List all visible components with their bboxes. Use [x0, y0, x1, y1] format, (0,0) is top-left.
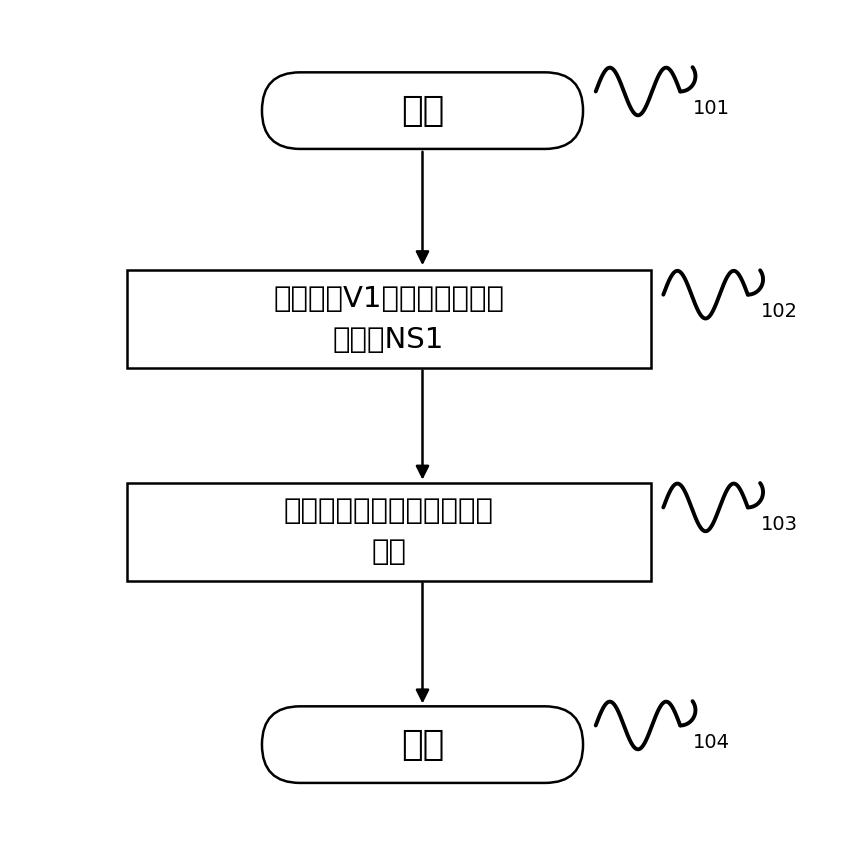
- Text: 104: 104: [692, 733, 729, 752]
- Text: 邻居车辆节点接收到邻居消
息后: 邻居车辆节点接收到邻居消 息后: [284, 497, 493, 567]
- FancyBboxPatch shape: [262, 72, 582, 149]
- Text: 车辆节点V1创建一个名称集
合参数NS1: 车辆节点V1创建一个名称集 合参数NS1: [273, 284, 504, 354]
- Bar: [127, 271, 650, 368]
- Text: 开始: 开始: [400, 94, 444, 128]
- Text: 102: 102: [760, 302, 797, 321]
- FancyBboxPatch shape: [262, 706, 582, 783]
- Text: 103: 103: [760, 515, 797, 534]
- Bar: [127, 483, 650, 580]
- Text: 101: 101: [692, 99, 729, 118]
- Text: 结束: 结束: [400, 728, 444, 762]
